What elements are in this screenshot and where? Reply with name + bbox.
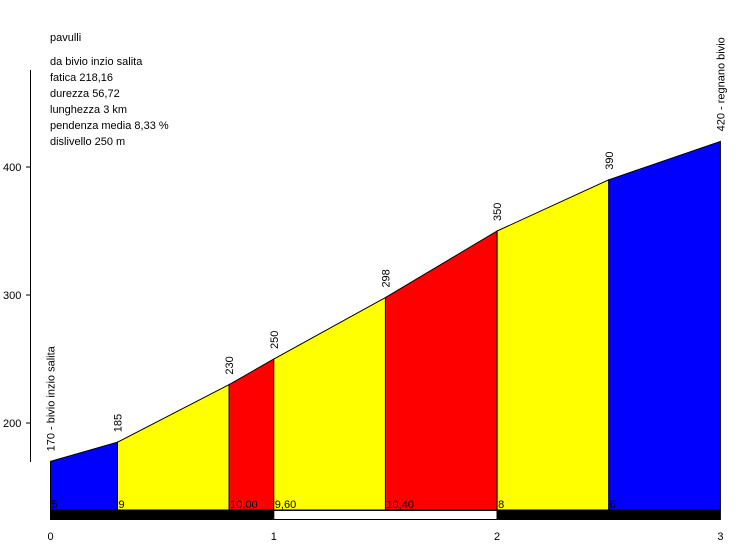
gradient-label-5: 8 xyxy=(498,499,504,511)
profile-segments xyxy=(50,140,721,511)
y-tick-label-0: 200 xyxy=(3,418,21,430)
altitude-label-0: 170 - bivio inzio salita xyxy=(46,345,58,451)
x-tick-label-3: 3 xyxy=(717,531,723,543)
altitude-label-6: 390 xyxy=(604,151,616,169)
altitude-label-2: 230 xyxy=(224,356,236,374)
altitude-label-4: 298 xyxy=(380,269,392,287)
segment-2 xyxy=(228,358,275,511)
segment-5 xyxy=(496,179,610,511)
segment-4 xyxy=(384,230,498,511)
gradient-label-3: 9,60 xyxy=(275,499,296,511)
segment-1 xyxy=(116,383,230,511)
segment-0 xyxy=(50,441,118,511)
km-bar-2 xyxy=(496,510,721,520)
x-axis: 0 1 2 3 xyxy=(47,531,723,543)
x-tick-label-2: 2 xyxy=(494,531,500,543)
altitude-label-3: 250 xyxy=(269,331,281,349)
gradient-label-4: 10,40 xyxy=(386,499,414,511)
info-block: pavulli da bivio inzio salita fatica 218… xyxy=(50,30,169,150)
altitude-labels: 170 - bivio inzio salita 185 230 250 298 350 3… xyxy=(46,37,728,451)
km-bar xyxy=(50,510,721,520)
x-tick-label-0: 0 xyxy=(47,531,53,543)
gradient-label-0: 5 xyxy=(52,499,58,511)
altitude-label-5: 350 xyxy=(492,203,504,221)
gradient-label-2: 10,00 xyxy=(230,499,258,511)
y-tick-label-1: 300 xyxy=(3,290,21,302)
segment-3 xyxy=(273,296,386,511)
gradient-label-1: 9 xyxy=(118,499,124,511)
altitude-label-1: 185 xyxy=(112,414,124,432)
info-dislivello: dislivello 250 m xyxy=(50,136,126,148)
x-tick-label-1: 1 xyxy=(271,531,277,543)
info-pendenza: pendenza media 8,33 % xyxy=(50,120,169,132)
altitude-label-7: 420 - regnano bivio xyxy=(715,37,727,131)
gradient-labels: 5 9 10,00 9,60 10,40 8 6 xyxy=(52,499,616,511)
info-start: da bivio inzio salita xyxy=(50,56,143,68)
km-bar-1 xyxy=(273,510,498,520)
info-durezza: durezza 56,72 xyxy=(50,88,120,100)
km-bar-0 xyxy=(50,510,275,520)
climb-name: pavulli xyxy=(50,32,82,44)
segment-6 xyxy=(608,140,721,511)
info-lunghezza: lunghezza 3 km xyxy=(50,104,128,116)
y-tick-label-2: 400 xyxy=(3,162,21,174)
info-fatica: fatica 218,16 xyxy=(50,72,113,84)
y-axis: 200 300 400 xyxy=(3,70,31,462)
gradient-label-6: 6 xyxy=(610,499,616,511)
